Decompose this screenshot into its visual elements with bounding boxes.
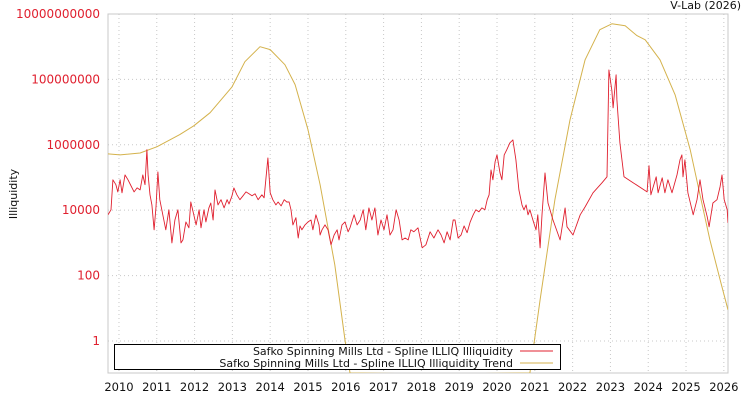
x-tick-label: 2023 bbox=[596, 380, 625, 394]
series-line-trend bbox=[108, 23, 728, 373]
x-tick-label: 2015 bbox=[293, 380, 322, 394]
y-tick-label: 10000 bbox=[62, 203, 100, 217]
x-tick-label: 2026 bbox=[709, 380, 738, 394]
credit-label: V-Lab (2026) bbox=[670, 0, 741, 12]
y-tick-label: 10000000000 bbox=[16, 7, 100, 21]
plot-area bbox=[107, 13, 729, 374]
x-tick-label: 2020 bbox=[482, 380, 511, 394]
y-axis: 10000000000 100000000 1000000 10000 100 1 bbox=[16, 7, 100, 348]
legend-label-trend: Safko Spinning Mills Ltd - Spline ILLIQ … bbox=[219, 357, 513, 370]
legend-box bbox=[114, 344, 561, 370]
x-tick-label: 2012 bbox=[180, 380, 209, 394]
series-lines bbox=[108, 23, 728, 373]
y-tick-label: 100000000 bbox=[31, 72, 100, 86]
x-tick-label: 2017 bbox=[369, 380, 398, 394]
series-line-illiquidity bbox=[108, 69, 728, 249]
x-tick-label: 2022 bbox=[558, 380, 587, 394]
x-tick-label: 2016 bbox=[331, 380, 360, 394]
x-tick-label: 2011 bbox=[142, 380, 171, 394]
y-tick-label: 100 bbox=[77, 269, 100, 283]
x-axis: 2010 2011 2012 2013 2014 2015 2016 2017 2018 2019… bbox=[104, 380, 738, 394]
x-tick-label: 2019 bbox=[445, 380, 474, 394]
x-tick-label: 2010 bbox=[104, 380, 133, 394]
y-tick-label: 1 bbox=[92, 334, 100, 348]
x-tick-label: 2013 bbox=[218, 380, 247, 394]
x-tick-label: 2021 bbox=[520, 380, 549, 394]
x-tick-label: 2014 bbox=[256, 380, 285, 394]
grid bbox=[108, 13, 728, 373]
y-tick-label: 1000000 bbox=[47, 138, 100, 152]
y-axis-label: Illiquidity bbox=[7, 168, 20, 219]
legend-label-illiquidity: Safko Spinning Mills Ltd - Spline ILLIQ … bbox=[253, 345, 514, 358]
x-tick-label: 2018 bbox=[407, 380, 436, 394]
legend: Safko Spinning Mills Ltd - Spline ILLIQ … bbox=[114, 344, 561, 370]
x-tick-label: 2025 bbox=[671, 380, 700, 394]
x-tick-label: 2024 bbox=[634, 380, 663, 394]
